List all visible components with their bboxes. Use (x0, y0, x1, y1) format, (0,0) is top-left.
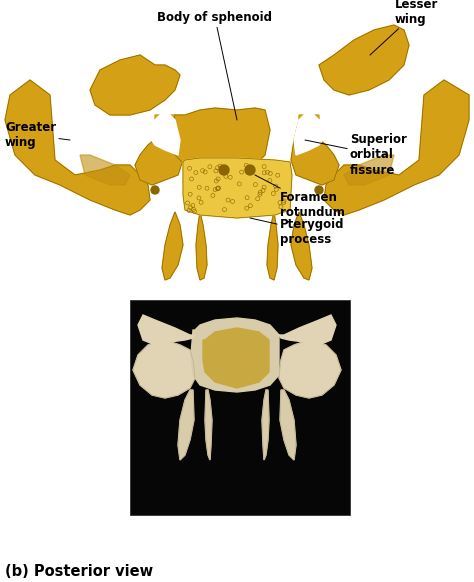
Polygon shape (90, 55, 180, 115)
Text: (b) Posterior view: (b) Posterior view (5, 565, 153, 580)
Polygon shape (155, 115, 175, 140)
Polygon shape (319, 25, 409, 95)
Polygon shape (138, 315, 195, 345)
Bar (130, 300, 350, 515)
Circle shape (219, 165, 229, 175)
Polygon shape (205, 390, 212, 460)
Polygon shape (279, 315, 336, 345)
Polygon shape (172, 108, 270, 170)
Text: Greater
wing: Greater wing (5, 121, 70, 149)
Polygon shape (162, 212, 183, 280)
Polygon shape (280, 390, 296, 460)
Circle shape (315, 186, 323, 194)
Polygon shape (262, 390, 269, 460)
Text: Lesser
wing: Lesser wing (370, 0, 438, 55)
Polygon shape (344, 155, 394, 185)
Circle shape (151, 186, 159, 194)
Polygon shape (148, 110, 180, 155)
Polygon shape (196, 212, 207, 280)
Text: Pterygoid
process: Pterygoid process (250, 218, 345, 246)
Text: Superior
orbital
fissure: Superior orbital fissure (305, 133, 407, 176)
Polygon shape (279, 340, 341, 398)
Polygon shape (203, 328, 269, 388)
Polygon shape (5, 80, 150, 215)
Text: Body of sphenoid: Body of sphenoid (157, 12, 273, 120)
Polygon shape (135, 120, 183, 185)
Polygon shape (183, 158, 292, 218)
Circle shape (245, 165, 255, 175)
Polygon shape (294, 110, 326, 155)
Polygon shape (191, 318, 279, 392)
Text: Foramen
rotundum: Foramen rotundum (255, 175, 345, 219)
Polygon shape (299, 115, 319, 140)
Polygon shape (178, 390, 194, 460)
Polygon shape (291, 212, 312, 280)
Polygon shape (267, 212, 278, 280)
Polygon shape (291, 120, 339, 185)
Polygon shape (133, 340, 195, 398)
Polygon shape (80, 155, 130, 185)
Polygon shape (324, 80, 469, 215)
